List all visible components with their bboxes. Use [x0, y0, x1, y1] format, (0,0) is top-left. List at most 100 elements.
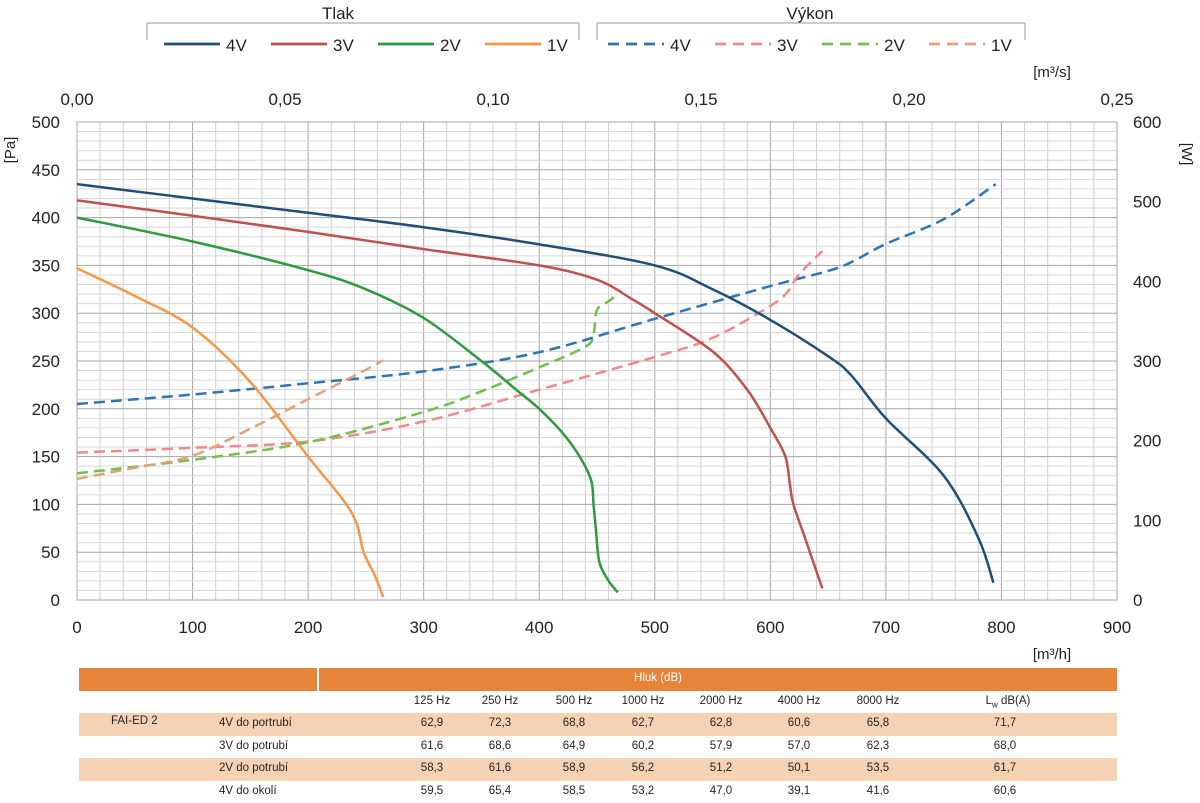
y-left-tick-label: 500	[32, 113, 60, 132]
value-4000hz: 50,1	[759, 762, 839, 774]
table-row: 4V do okolí 59,5 65,4 58,5 53,2 47,0 39,…	[79, 781, 1117, 803]
value-1000hz: 62,7	[603, 717, 683, 729]
value-500hz: 58,9	[534, 762, 614, 774]
x-tick-label: 400	[525, 618, 553, 637]
table-row: FAI-ED 2 4V do portrubí 62,9 72,3 68,8 6…	[79, 713, 1117, 736]
value-500hz: 58,5	[534, 785, 614, 797]
row-label: 4V do okolí	[219, 785, 277, 797]
x-tick-label: 200	[294, 618, 322, 637]
legend: Tlak Výkon 4V 3V 2V 1V 4V 3V 2V 1V	[147, 4, 1025, 55]
frequency-band-label: 8000 Hz	[838, 695, 918, 707]
value-4000hz: 39,1	[759, 785, 839, 797]
value-250hz: 65,4	[460, 785, 540, 797]
y-right-unit: [W]	[1178, 143, 1195, 166]
x-top-tick-label: 0,15	[684, 90, 717, 109]
legend-vykon-label: 4V	[670, 36, 691, 55]
frequency-band-label: 1000 Hz	[603, 695, 683, 707]
value-2000hz: 57,9	[681, 740, 761, 752]
legend-vykon-label: 1V	[991, 36, 1012, 55]
x-tick-label: 500	[641, 618, 669, 637]
value-500hz: 64,9	[534, 740, 614, 752]
y-left-tick-label: 400	[32, 209, 60, 228]
value-lw: 60,6	[965, 785, 1045, 797]
row-label: 2V do potrubí	[219, 762, 288, 774]
y-left-tick-label: 150	[32, 448, 60, 467]
value-2000hz: 51,2	[681, 762, 761, 774]
legend-vykon-label: 3V	[777, 36, 798, 55]
value-1000hz: 53,2	[603, 785, 683, 797]
table-row: 3V do potrubí 61,6 68,6 64,9 60,2 57,9 5…	[79, 736, 1117, 759]
x-top-tick-label: 0,20	[892, 90, 925, 109]
y-left-tick-label: 0	[51, 591, 60, 610]
x-top-tick-label: 0,00	[60, 90, 93, 109]
legend-tlak-label: 2V	[440, 36, 461, 55]
value-250hz: 61,6	[460, 762, 540, 774]
y-left-tick-label: 100	[32, 495, 60, 514]
lw-header: Lw dB(A)	[968, 695, 1048, 709]
y-left-tick-label: 50	[41, 543, 60, 562]
x-bottom-unit: [m³/h]	[1033, 646, 1071, 663]
y-right-tick-label: 200	[1133, 432, 1161, 451]
y-left-tick-label: 250	[32, 352, 60, 371]
legend-vykon-items: 4V 3V 2V 1V	[608, 36, 1012, 55]
value-250hz: 68,6	[460, 740, 540, 752]
fan-performance-chart: Tlak Výkon 4V 3V 2V 1V 4V 3V 2V 1V 0 100 200 300 4…	[0, 0, 1200, 664]
value-250hz: 72,3	[460, 717, 540, 729]
y-right-tick-label: 300	[1133, 352, 1161, 371]
y-right-tick-label: 0	[1133, 591, 1142, 610]
x-tick-label: 700	[872, 618, 900, 637]
value-8000hz: 53,5	[838, 762, 918, 774]
y-left-unit: [Pa]	[2, 137, 19, 164]
noise-header-divider	[317, 668, 319, 691]
value-500hz: 68,8	[534, 717, 614, 729]
value-8000hz: 65,8	[838, 717, 918, 729]
table-row: 2V do potrubí 58,3 61,6 58,9 56,2 51,2 5…	[79, 758, 1117, 781]
value-lw: 71,7	[965, 717, 1045, 729]
value-2000hz: 47,0	[681, 785, 761, 797]
x-tick-label: 0	[72, 618, 81, 637]
value-1000hz: 56,2	[603, 762, 683, 774]
y-left-tick-label: 200	[32, 400, 60, 419]
x-top-tick-label: 0,05	[268, 90, 301, 109]
lw-rest: dB(A)	[998, 695, 1031, 707]
model-name: FAI-ED 2	[111, 715, 158, 727]
value-lw: 68,0	[965, 740, 1045, 752]
value-lw: 61,7	[965, 762, 1045, 774]
value-4000hz: 57,0	[759, 740, 839, 752]
x-tick-label: 600	[756, 618, 784, 637]
y-left-tick-label: 350	[32, 256, 60, 275]
x-tick-label: 800	[987, 618, 1015, 637]
frequency-band-label: 250 Hz	[460, 695, 540, 707]
x-top-tick-label: 0,10	[476, 90, 509, 109]
y-left-tick-label: 450	[32, 161, 60, 180]
x-tick-label: 300	[409, 618, 437, 637]
x-top-tick-label: 0,25	[1100, 90, 1133, 109]
legend-title-tlak: Tlak	[322, 4, 355, 23]
frequency-band-label: 4000 Hz	[759, 695, 839, 707]
frequency-band-label: 500 Hz	[534, 695, 614, 707]
legend-tlak-label: 1V	[547, 36, 568, 55]
x-tick-label: 900	[1103, 618, 1131, 637]
noise-header-row: Hluk (dB)	[79, 668, 1117, 691]
frequency-band-label: 2000 Hz	[681, 695, 761, 707]
value-4000hz: 60,6	[759, 717, 839, 729]
value-2000hz: 62,8	[681, 717, 761, 729]
value-8000hz: 41,6	[838, 785, 918, 797]
x-tick-label: 100	[178, 618, 206, 637]
y-right-tick-label: 100	[1133, 511, 1161, 530]
legend-tlak-label: 3V	[333, 36, 354, 55]
y-left-tick-label: 300	[32, 304, 60, 323]
y-right-tick-label: 600	[1133, 113, 1161, 132]
legend-tlak-label: 4V	[226, 36, 247, 55]
row-label: 3V do potrubí	[219, 740, 288, 752]
x-top-unit: [m³/s]	[1033, 64, 1071, 81]
value-1000hz: 60,2	[603, 740, 683, 752]
value-8000hz: 62,3	[838, 740, 918, 752]
legend-vykon-label: 2V	[884, 36, 905, 55]
y-right-tick-label: 400	[1133, 272, 1161, 291]
noise-header-label: Hluk (dB)	[79, 672, 1117, 684]
legend-title-vykon: Výkon	[786, 4, 833, 23]
row-label: 4V do portrubí	[219, 717, 292, 729]
